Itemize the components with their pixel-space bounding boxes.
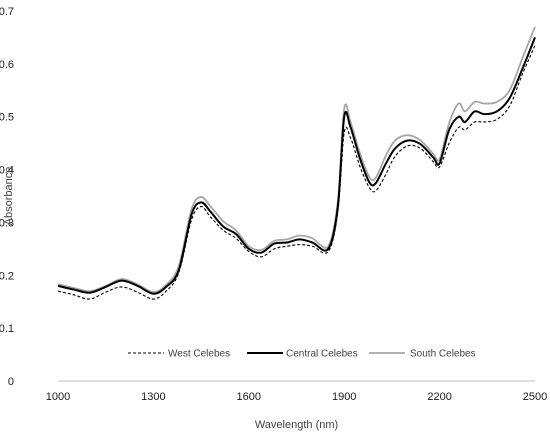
plot-area — [57, 26, 536, 300]
x-tick-label: 1000 — [46, 391, 70, 403]
y-tick-label: 0 — [8, 376, 14, 388]
x-tick-label: 1900 — [332, 391, 356, 403]
tick-labels: 0 0.1 0.2 0.3 0.4 0.5 0.6 0.7 1000 1300 1600 1900 22… — [0, 6, 547, 403]
y-tick-label: 0.1 — [0, 323, 14, 335]
series-line-south-celebes — [57, 26, 536, 294]
legend: West Celebes Central Celebes South Celebes — [128, 349, 476, 360]
y-tick-label: 0.6 — [0, 59, 14, 71]
x-tick-label: 2500 — [523, 391, 547, 403]
y-axis-title: Absorbance — [3, 167, 15, 226]
legend-label: South Celebes — [410, 349, 476, 360]
y-tick-label: 0.2 — [0, 270, 14, 282]
x-axis-title: Wavelength (nm) — [255, 419, 338, 431]
y-tick-label: 0.7 — [0, 6, 14, 18]
y-tick-label: 0.3 — [0, 217, 14, 229]
x-tick-label: 1300 — [141, 391, 165, 403]
x-tick-label: 1600 — [237, 391, 261, 403]
legend-label: Central Celebes — [286, 349, 358, 360]
x-tick-label: 2200 — [427, 391, 451, 403]
y-tick-label: 0.5 — [0, 112, 14, 124]
series-line-west-celebes — [57, 45, 536, 300]
legend-label: West Celebes — [168, 349, 230, 360]
y-tick-label: 0.4 — [0, 165, 14, 177]
series-line-central-celebes — [57, 37, 536, 295]
